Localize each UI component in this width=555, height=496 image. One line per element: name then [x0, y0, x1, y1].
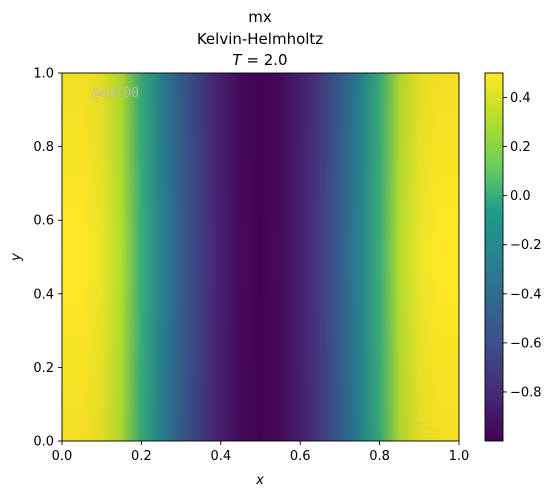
colorbar-tick-label: −0.8: [510, 385, 542, 400]
chart-title-math-rest: = 2.0: [242, 51, 288, 69]
x-tick-label: 1.0: [449, 449, 470, 464]
y-tick-label: 0.0: [33, 435, 54, 450]
colorbar-tick-label: 0.4: [510, 91, 531, 106]
colorbar-tick-label: 0.2: [510, 140, 531, 155]
colorbar-tick-label: −0.4: [510, 287, 542, 302]
colorbar-tick-label: −0.6: [510, 336, 542, 351]
x-axis-label: x: [255, 473, 264, 488]
chart-title-line-2: Kelvin-Helmholtz: [197, 30, 323, 48]
chart-title-math-symbol: T: [232, 51, 243, 69]
colorbar-tick-label: −0.2: [510, 238, 542, 253]
colorbar-gradient-bar: [484, 72, 504, 442]
fineprint-overlay: . . . . . . . . . . . . . . . . . . . . …: [364, 421, 455, 440]
svg-text:. . . . . . . . . . . . . . .: . . . . . . . . . . . . . . . . . . . . …: [372, 431, 455, 435]
plot-area: @ddf00 . . . . . . . . . . . . . . . . .…: [61, 72, 460, 442]
x-axis: 0.0 0.2 0.4 0.6 0.8 1.0: [52, 441, 470, 464]
colorbar: 0.4 0.2 0.0 −0.2 −0.4 −0.6 −0.8: [484, 72, 542, 442]
colorbar-ticks: 0.4 0.2 0.0 −0.2 −0.4 −0.6 −0.8: [503, 91, 542, 400]
y-tick-label: 0.4: [33, 287, 54, 302]
y-tick-label: 0.8: [33, 140, 54, 155]
x-tick-label: 0.6: [290, 449, 311, 464]
watermark-text: @ddf00: [92, 86, 139, 101]
colorbar-tick-label: 0.0: [510, 189, 531, 204]
heatmap-field-shading: [62, 73, 459, 441]
svg-text:. . . . . . . . . . . . . . .: . . . . . . . . . . . . . . . . . . . . …: [378, 421, 455, 425]
y-tick-label: 1.0: [33, 67, 54, 82]
y-tick-label: 0.6: [33, 214, 54, 229]
y-axis: 0.0 0.2 0.4 0.6 0.8 1.0: [33, 67, 62, 450]
x-tick-label: 0.4: [210, 449, 231, 464]
x-tick-label: 0.0: [52, 449, 73, 464]
svg-text:. . . . . . . . . . . . . . .: . . . . . . . . . . . . . . . . . . . . …: [364, 426, 455, 430]
svg-text:. . . . . . . . . . . . . . .: . . . . . . . . . . . . . . . . . . . . …: [383, 436, 455, 440]
chart-title-line-1: mx: [248, 8, 272, 26]
chart-title-line-3: T = 2.0: [232, 51, 287, 69]
x-tick-label: 0.2: [131, 449, 152, 464]
y-tick-label: 0.2: [33, 361, 54, 376]
plot-frame: [61, 72, 460, 442]
x-tick-label: 0.8: [369, 449, 390, 464]
y-axis-label: y: [9, 253, 24, 262]
